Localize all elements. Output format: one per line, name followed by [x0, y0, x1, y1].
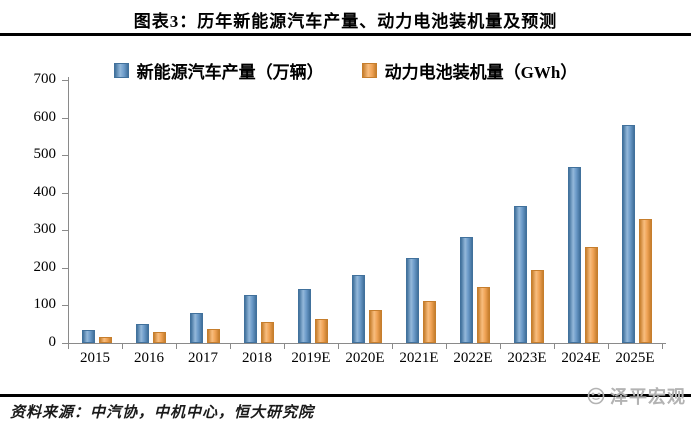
x-tick-label: 2015: [80, 350, 110, 366]
bar-battery-capacity: [207, 329, 220, 343]
x-tick-label: 2021E: [399, 350, 439, 366]
y-tick-mark: [62, 230, 68, 232]
x-tick-mark: [68, 344, 69, 349]
legend-label: 动力电池装机量（GWh）: [384, 63, 578, 82]
y-tick-label: 500: [33, 146, 57, 163]
bar-nev-production: [406, 258, 419, 343]
legend-label: 新能源汽车产量（万辆）: [136, 63, 324, 82]
x-tick-mark: [338, 344, 339, 349]
bar-nev-production: [136, 324, 149, 343]
y-tick-label: 700: [33, 71, 57, 87]
legend: 新能源汽车产量（万辆） 动力电池装机量（GWh）: [0, 58, 691, 83]
y-tick-mark: [62, 117, 68, 119]
page-title: 图表3：历年新能源汽车产量、动力电池装机量及预测: [133, 12, 558, 31]
x-tick-mark: [554, 344, 555, 349]
bar-battery-capacity: [477, 287, 490, 343]
bar-battery-capacity: [261, 322, 274, 343]
y-tick-label: 400: [33, 183, 57, 200]
bar-nev-production: [514, 206, 527, 343]
top-divider: [0, 33, 691, 36]
y-tick-mark: [62, 192, 68, 194]
bar-battery-capacity: [585, 247, 598, 343]
bar-nev-production: [244, 295, 257, 343]
x-tick-label: 2023E: [507, 350, 547, 366]
zeping-watermark: 泽平宏观: [587, 383, 686, 409]
zeping-logo-icon: [587, 387, 605, 405]
y-tick-mark: [62, 80, 68, 81]
y-tick-label: 200: [33, 258, 57, 275]
bar-nev-production: [298, 289, 311, 343]
data-source-note: 资料来源：中汽协，中机中心，恒大研究院: [10, 405, 315, 421]
legend-swatch-icon: [113, 63, 129, 78]
x-tick-mark: [608, 344, 609, 349]
bar-nev-production: [622, 125, 635, 343]
x-tick-mark: [122, 344, 123, 349]
y-tick-label: 100: [33, 296, 57, 313]
y-tick-mark: [62, 155, 68, 157]
bar-nev-production: [460, 237, 473, 343]
bottom-divider: [0, 394, 691, 397]
bar-battery-capacity: [639, 219, 652, 343]
bar-battery-capacity: [531, 270, 544, 343]
bar-battery-capacity: [369, 310, 382, 343]
bar-battery-capacity: [153, 332, 166, 343]
x-tick-mark: [392, 344, 393, 349]
y-axis: [68, 77, 69, 343]
bar-battery-capacity: [99, 337, 112, 343]
bar-battery-capacity: [423, 301, 436, 343]
legend-item: 新能源汽车产量（万辆）: [113, 58, 324, 83]
y-tick-label: 300: [33, 221, 57, 238]
y-tick-mark: [62, 343, 68, 344]
bar-nev-production: [352, 275, 365, 343]
x-tick-label: 2024E: [561, 350, 601, 366]
x-tick-label: 2018: [242, 350, 272, 366]
bar-nev-production: [82, 330, 95, 343]
y-tick-label: 0: [48, 334, 57, 350]
x-tick-label: 2025E: [615, 350, 655, 366]
bar-nev-production: [190, 313, 203, 343]
y-tick-mark: [62, 305, 68, 307]
zeping-logo-text: 泽平宏观: [610, 387, 686, 407]
x-tick-label: 2016: [134, 350, 164, 366]
x-tick-label: 2019E: [291, 350, 331, 366]
x-tick-label: 2017: [188, 350, 218, 366]
x-tick-label: 2020E: [345, 350, 385, 366]
y-tick-mark: [62, 267, 68, 269]
x-tick-mark: [230, 344, 231, 349]
bar-nev-production: [568, 167, 581, 343]
y-tick-label: 600: [33, 108, 57, 125]
x-tick-mark: [176, 344, 177, 349]
legend-item: 动力电池装机量（GWh）: [361, 58, 578, 83]
bar-battery-capacity: [315, 319, 328, 343]
x-tick-label: 2022E: [453, 350, 493, 366]
x-tick-mark: [662, 344, 663, 349]
x-tick-mark: [500, 344, 501, 349]
x-axis: [62, 343, 666, 344]
x-tick-mark: [446, 344, 447, 349]
x-tick-mark: [284, 344, 285, 349]
legend-swatch-icon: [361, 63, 377, 78]
